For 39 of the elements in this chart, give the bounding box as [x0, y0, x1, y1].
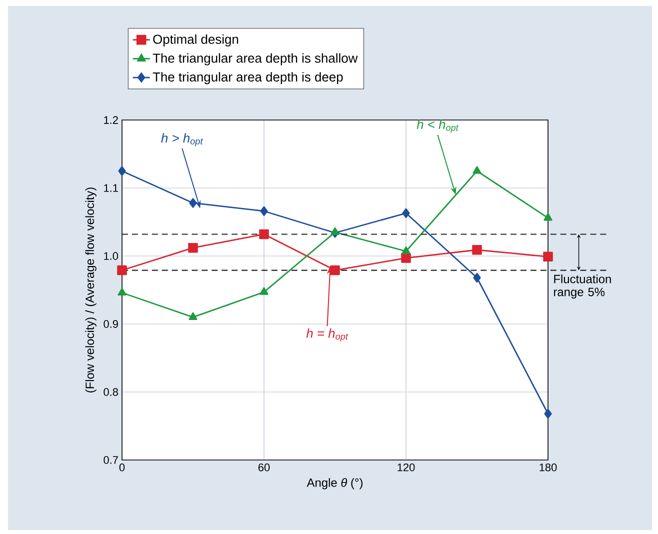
point — [260, 206, 268, 216]
point — [189, 198, 197, 208]
point — [472, 244, 482, 255]
x-tick-label: 60 — [258, 464, 270, 472]
point — [402, 246, 410, 254]
legend-label: Optimal design — [153, 34, 238, 46]
point — [260, 287, 268, 295]
point — [117, 265, 127, 276]
y-tick-label: 0.7 — [104, 456, 118, 464]
x-tick-label: 120 — [398, 464, 415, 472]
annotation: h < h$_{opt}$ — [416, 120, 459, 133]
point — [401, 253, 411, 263]
point — [472, 166, 482, 174]
point — [543, 252, 553, 262]
ref-line-label: Fluctuation range 5% — [554, 274, 611, 299]
y-tick-label: 0.8 — [104, 388, 118, 396]
point — [544, 213, 552, 221]
point — [473, 272, 481, 283]
y-axis-title: (Flow velocity) / (Average flow velocity) — [85, 188, 96, 392]
point — [188, 312, 198, 320]
x-axis-title: Angle θ (°) — [306, 478, 362, 490]
legend-label: The triangular area depth is deep — [152, 72, 343, 84]
point — [188, 242, 198, 253]
y-tick-label: 1.1 — [104, 184, 118, 192]
point — [330, 265, 340, 276]
point — [118, 166, 126, 176]
point — [544, 408, 552, 419]
annotation: h > h$_{opt}$ — [161, 133, 204, 146]
point — [259, 229, 269, 240]
legend-label: The triangular area depth is shallow — [152, 53, 358, 66]
point — [402, 208, 410, 218]
x-tick-label: 180 — [540, 464, 557, 472]
y-tick-label: 1.2 — [104, 116, 118, 124]
point — [330, 227, 340, 235]
point — [118, 288, 126, 296]
y-tick-label: 1.0 — [104, 252, 118, 260]
annotation: h = h$_{opt}$ — [306, 328, 348, 342]
x-tick-label: 0 — [119, 464, 125, 472]
y-tick-label: 0.9 — [104, 320, 118, 328]
